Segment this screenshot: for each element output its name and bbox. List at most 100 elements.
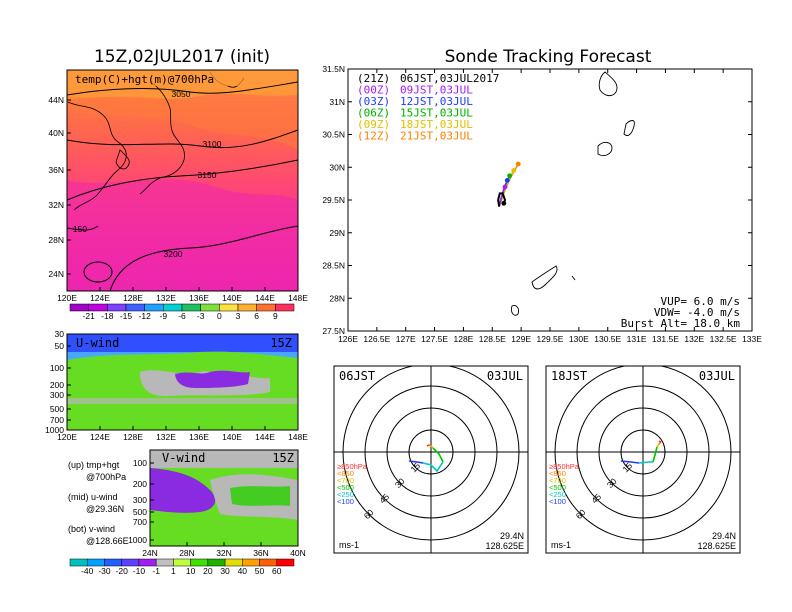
contour-label-3050: 3050 [172,89,191,99]
hodo-level-label: <850 [337,469,354,478]
track-lon-tick-label: 126.5E [363,334,390,344]
wind-colorbar-label: -30 [98,566,111,576]
hodo-unit: ms-1 [551,540,571,550]
island-north [598,71,618,97]
track-legend-time: 06JST,03JUL2017 [400,72,499,85]
wind-colorbar-cell [242,558,260,567]
uwind-lon-tick-label: 128E [123,432,143,442]
map-frame [66,69,299,292]
map-lon-tick-label: 148E [288,293,308,303]
hodo-date: 03JUL [699,369,735,383]
track-lon-tick-label: 130E [569,334,589,344]
wind-colorbar-label: 10 [186,566,196,576]
temp-colorbar-label: -12 [139,311,152,321]
wind-colorbar-label: 50 [255,566,265,576]
cool-band [67,179,298,291]
vwind-p-tick-label: 100 [133,458,147,468]
vwind-p-tick-label: 1000 [128,535,147,545]
track-legend-code: (21Z) [357,72,390,85]
map-lat-tick-label: 32N [48,200,64,210]
hodo-trace [432,447,444,463]
hodo-lon: 128.625E [485,541,524,551]
wind-colorbar-cell [259,558,278,567]
track-param: VDW= -4.0 m/s [654,306,740,319]
hodo-time: 18JST [551,369,587,383]
hodo-unit: ms-1 [339,540,359,550]
track-legend-code: (00Z) [357,84,390,97]
uwind-lon-tick-label: 140E [222,432,242,442]
island-tanegashima [623,120,635,137]
track-legend-time: 09JST,03JUL [400,84,473,97]
map-lat-tick-label: 40N [48,128,64,138]
vwind-lat-tick-label: 28N [179,548,195,558]
track-param: VUP= 6.0 m/s [661,295,740,308]
wind-colorbar-label: -20 [116,566,129,576]
temperature-colorbar: -21 -18 -15 -12 -9 -6 -3 0 3 6 9 [69,303,295,321]
temp-colorbar-label: -9 [160,311,168,321]
map-lon-tick-label: 120E [57,293,77,303]
map-lon-ticks: 120E 124E 128E 132E 136E 140E 144E 148E [57,287,308,303]
track-end-point [515,161,521,167]
left-title: 15Z,02JUL2017 (init) [94,47,270,67]
track-end-point [511,168,517,173]
track-line [497,192,507,207]
vwind-lat-tick-label: 40N [290,548,306,558]
temp-colorbar-cell [125,303,145,312]
hodo-trace [430,445,434,449]
vwind-lat-tick-label: 32N [216,548,232,558]
uwind-p-tick-label: 300 [50,390,64,400]
map-lat-tick-label: 44N [48,95,64,105]
uwind-label: U-wind [76,336,119,350]
vwind-p-tick-label: 300 [133,495,147,505]
hodo-trace [422,461,444,473]
track-legend-time: 21JST,03JUL [400,130,473,143]
track-lon-tick-label: 130.5E [594,334,621,344]
hodo-level-label: <100 [549,497,566,506]
wind-colorbar: -40 -30 -20 -10 -1 1 10 20 30 40 50 60 [69,558,295,576]
track-lon-tick-label: 133E [742,334,762,344]
island-amami [531,265,558,290]
track-lon-tick-label: 126E [338,334,358,344]
map-lon-tick-label: 144E [255,293,275,303]
hodo-trace [638,461,653,464]
island-yakushima [597,141,613,157]
vwind-lat-tick-label: 36N [253,548,269,558]
vwind-top [150,450,298,468]
left-legend-line: @29.36N [86,504,124,514]
hodo-trace [428,444,432,447]
contour-3200 [109,225,298,291]
contour-3100 [67,129,298,149]
track-legend-code: (06Z) [357,107,390,120]
uwind-p-tick-label: 30 [55,329,65,339]
vwind-lat-tick-label: 24N [142,548,158,558]
map-lat-ticks: 44N 40N 36N 32N 28N 24N [48,95,71,279]
hodo-level-label: <700 [549,476,566,485]
track-end-point [502,184,508,190]
track-legend-code: (03Z) [357,95,390,108]
track-lon-tick-label: 131E [627,334,647,344]
temp-band [67,96,298,150]
hodo-trace [408,460,424,464]
track-series [497,161,521,207]
wind-colorbar-cell [86,558,105,567]
contour-3050 [67,81,298,96]
contour-3150 [67,159,298,201]
hodo-time: 06JST [339,369,375,383]
track-lat-tick-label: 28.5N [322,261,345,271]
temp-colorbar-cell [219,303,239,312]
uwind-purple [175,370,250,388]
temp-colorbar-label: -3 [197,311,205,321]
hodo-level-label: <250 [549,490,566,499]
hodo-trace [620,460,640,464]
hodo-date: 03JUL [487,369,523,383]
track-lon-tick-label: 129.5E [537,334,564,344]
map-lon-tick-label: 132E [156,293,176,303]
track-end-point [504,177,510,183]
contour-150 [67,225,99,231]
track-lat-tick-label: 31N [329,97,345,107]
track-end-point [501,200,507,206]
